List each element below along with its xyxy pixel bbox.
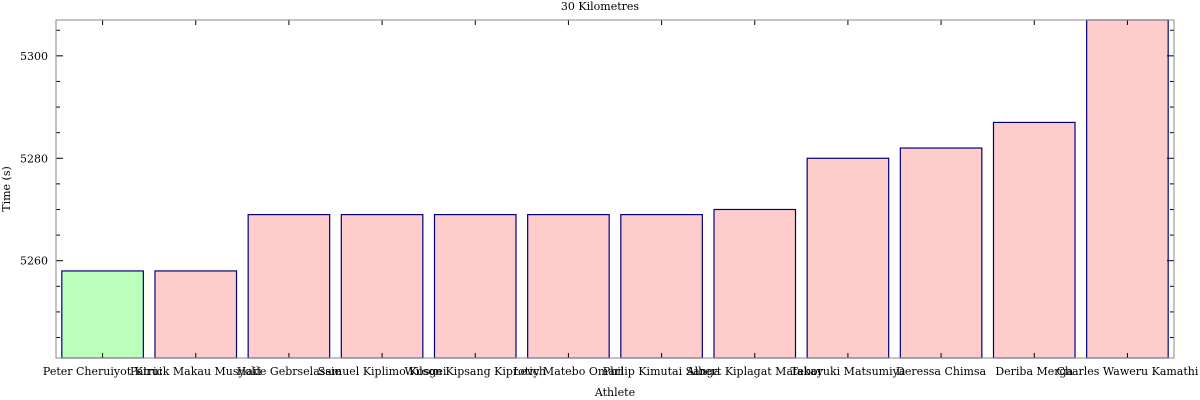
x-tick-label: Takayuki Matsumiya: [790, 365, 905, 378]
bar-8: [806, 157, 890, 359]
y-axis-label: Time (s): [0, 166, 13, 212]
bar-1: [154, 270, 238, 359]
bar-4: [433, 214, 517, 359]
y-tick-label: 5300: [20, 50, 48, 63]
x-tick-label: Charles Waweru Kamathi: [1056, 365, 1198, 378]
x-tick-label: Haile Gebrselassie: [237, 365, 341, 378]
ticks-group: 5260 5280 5300: [20, 20, 1174, 358]
bars-group: [61, 19, 1169, 359]
x-tick-label: Deriba Merga: [995, 365, 1073, 378]
x-tick-label: Patrick Makau Musyoki: [130, 365, 262, 378]
y-tick-label: 5260: [20, 255, 48, 268]
bar-0: [61, 270, 144, 359]
x-tick-label: Philip Kimutai Sanga: [603, 365, 721, 378]
bar-3: [340, 214, 424, 359]
bar-11: [1086, 19, 1169, 359]
x-tick-label: Deressa Chimsa: [896, 365, 987, 378]
plot-frame: [55, 19, 1175, 359]
bar-5: [527, 214, 610, 359]
bar-9: [899, 147, 983, 359]
chart-title: 30 Kilometres: [561, 0, 639, 13]
x-tick-label: Levy Matebo Omari: [513, 365, 624, 378]
bar-6: [620, 214, 703, 359]
y-tick-label: 5280: [20, 152, 48, 165]
x-axis-label: Athlete: [594, 386, 635, 399]
x-tick-label: Wilson Kipsang Kiprotich: [405, 365, 546, 378]
x-tick-label: Albert Kiplagat Matebor: [686, 365, 824, 378]
bar-7: [713, 208, 797, 359]
bar-2: [247, 214, 331, 359]
x-tick-label: Peter Cheruiyot Kirui: [43, 365, 163, 378]
x-tick-label: Samuel Kiplimo Kosgei: [318, 365, 447, 378]
bar-10: [992, 121, 1076, 359]
